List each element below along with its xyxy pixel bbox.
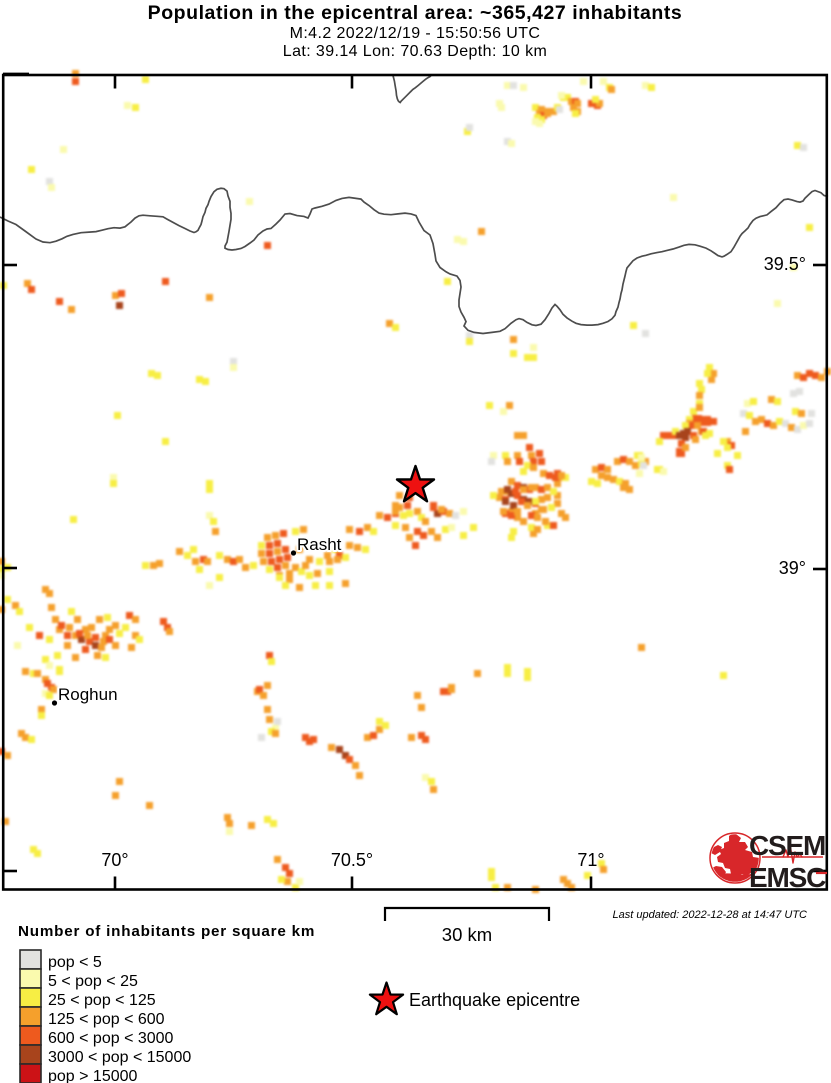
- svg-text:125 < pop < 600: 125 < pop < 600: [48, 1011, 165, 1028]
- svg-text:Rasht: Rasht: [297, 535, 342, 554]
- svg-text:70.5°: 70.5°: [331, 850, 373, 870]
- svg-text:Number of inhabitants per squa: Number of inhabitants per square km: [18, 923, 315, 940]
- svg-text:Earthquake epicentre: Earthquake epicentre: [409, 990, 580, 1010]
- svg-text:CSEM: CSEM: [749, 830, 825, 861]
- svg-text:EMSC: EMSC: [749, 862, 826, 893]
- svg-text:M:4.2 2022/12/19 - 15:50:56 UT: M:4.2 2022/12/19 - 15:50:56 UTC: [290, 25, 541, 42]
- svg-text:600 < pop < 3000: 600 < pop < 3000: [48, 1030, 174, 1047]
- svg-text:39.5°: 39.5°: [764, 254, 806, 274]
- svg-text:pop > 15000: pop > 15000: [48, 1068, 138, 1083]
- svg-text:70°: 70°: [101, 850, 128, 870]
- svg-text:3000 < pop < 15000: 3000 < pop < 15000: [48, 1049, 191, 1066]
- svg-text:39°: 39°: [779, 558, 806, 578]
- svg-text:Population in the epicentral a: Population in the epicentral area: ~365,…: [148, 2, 683, 24]
- svg-text:Lat: 39.14 Lon: 70.63 Depth: 1: Lat: 39.14 Lon: 70.63 Depth: 10 km: [283, 43, 547, 60]
- svg-text:Last updated: 2022-12-28 at 14: Last updated: 2022-12-28 at 14:47 UTC: [613, 909, 808, 921]
- svg-text:pop < 5: pop < 5: [48, 954, 102, 971]
- svg-text:Roghun: Roghun: [58, 685, 118, 704]
- svg-text:71°: 71°: [577, 850, 604, 870]
- svg-text:5 < pop < 25: 5 < pop < 25: [48, 973, 138, 990]
- svg-text:30 km: 30 km: [442, 924, 492, 945]
- svg-text:25 < pop < 125: 25 < pop < 125: [48, 992, 156, 1009]
